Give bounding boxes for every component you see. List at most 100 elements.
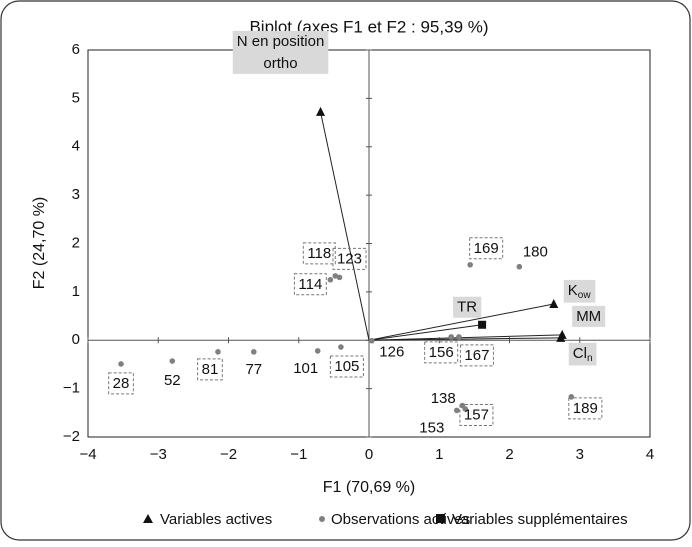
observation-label: 105 — [334, 358, 359, 375]
variable-marker — [549, 298, 559, 308]
y-tick-label: 1 — [72, 283, 80, 300]
y-tick-label: −1 — [63, 380, 80, 397]
legend-label: Variables supplémentaires — [452, 511, 628, 528]
observation-point — [327, 276, 334, 283]
observation-point — [338, 344, 344, 350]
variable-label: MM — [576, 308, 601, 325]
x-tick-label: 2 — [505, 446, 513, 463]
x-tick-label: 4 — [646, 446, 654, 463]
variable-line — [368, 303, 554, 341]
label-main: Cl — [573, 345, 587, 362]
x-axis-label: F1 (70,69 %) — [323, 479, 415, 496]
y-tick-label: 5 — [72, 89, 80, 106]
label-box — [332, 247, 367, 270]
label-box — [453, 296, 482, 318]
observation-label: 52 — [164, 372, 181, 389]
legend-square — [436, 514, 445, 523]
label-box — [302, 242, 336, 265]
label-box — [424, 341, 459, 364]
x-tick-label: 3 — [576, 446, 584, 463]
label-sub: n — [587, 352, 593, 363]
observation-point — [467, 261, 473, 268]
legend-label: Variables actives — [160, 511, 272, 528]
supplementary-marker — [478, 320, 487, 329]
observation-point — [314, 348, 321, 354]
label-sub: ow — [578, 290, 592, 301]
label-line: N en position — [237, 33, 325, 50]
y-tick-label: 3 — [72, 186, 80, 203]
observation-label: 157 — [464, 407, 489, 424]
supplementary-label: TR — [457, 299, 477, 316]
label-line: ortho — [263, 55, 297, 72]
y-tick-label: 4 — [72, 138, 80, 155]
x-tick-label: −4 — [79, 446, 96, 463]
observation-point — [369, 337, 375, 344]
y-tick-label: 2 — [72, 234, 80, 251]
observation-point — [118, 361, 124, 367]
observation-label: 138 — [431, 390, 456, 407]
label-main: K — [568, 282, 578, 299]
legend: Variables actives Observations actives V… — [143, 511, 628, 528]
observation-point — [456, 334, 462, 340]
observation-label: 81 — [202, 361, 219, 378]
y-axis-label: F2 (24,70 %) — [31, 197, 48, 289]
observation-point — [568, 394, 575, 400]
label-box — [459, 344, 494, 367]
label-box — [108, 372, 134, 395]
variable-marker — [316, 106, 326, 116]
observation-label: 101 — [293, 360, 318, 377]
observation-label: 156 — [429, 344, 454, 361]
label-box — [568, 397, 603, 420]
label-box — [329, 355, 364, 378]
label-text: Cln — [573, 345, 593, 364]
observation-label: 118 — [307, 245, 331, 262]
y-tick-label: 6 — [72, 41, 80, 58]
observation-label: 169 — [474, 240, 499, 257]
observation-label: 114 — [298, 276, 322, 293]
label-box — [572, 305, 606, 327]
observation-point — [336, 274, 343, 281]
supplementary-line — [368, 324, 483, 341]
variable-line — [320, 111, 370, 341]
label-box — [293, 273, 327, 296]
legend-dot — [319, 516, 325, 522]
observation-label: 153 — [419, 419, 444, 436]
label-box — [469, 237, 504, 260]
variable-label: N en position ortho — [237, 33, 325, 72]
variable-line — [368, 337, 561, 341]
observation-label: 180 — [523, 244, 548, 261]
observation-label: 126 — [379, 344, 404, 361]
observation-label: 28 — [113, 375, 130, 392]
label-text: MM — [576, 308, 601, 325]
observation-label: 77 — [245, 361, 262, 378]
legend-triangle — [143, 514, 153, 523]
x-tick-label: −1 — [290, 446, 307, 463]
variable-label: Cln — [573, 345, 593, 364]
label-text: Kow — [568, 282, 592, 301]
observation-label: 123 — [337, 250, 362, 267]
y-tick-label: −2 — [63, 428, 80, 445]
label-box — [459, 404, 494, 427]
variable-marker — [556, 332, 566, 342]
variable-label: Kow — [568, 282, 592, 301]
label-box — [232, 30, 329, 74]
observation-point — [448, 334, 454, 340]
label-box — [197, 358, 223, 381]
observation-label: 189 — [573, 400, 598, 417]
observation-point — [169, 358, 176, 364]
observation-point — [454, 407, 460, 414]
legend-label: Observations actives — [331, 511, 470, 528]
x-tick-label: 0 — [365, 446, 373, 463]
observation-label: 167 — [464, 347, 489, 364]
y-tick-label: 0 — [72, 331, 80, 348]
x-tick-label: 1 — [435, 446, 443, 463]
observation-point — [215, 349, 221, 355]
x-tick-label: −2 — [220, 446, 237, 463]
observation-point — [332, 273, 339, 279]
observation-point — [250, 349, 257, 355]
observation-point — [516, 263, 523, 270]
label-main: MM — [576, 308, 601, 325]
x-tick-label: −3 — [150, 446, 167, 463]
